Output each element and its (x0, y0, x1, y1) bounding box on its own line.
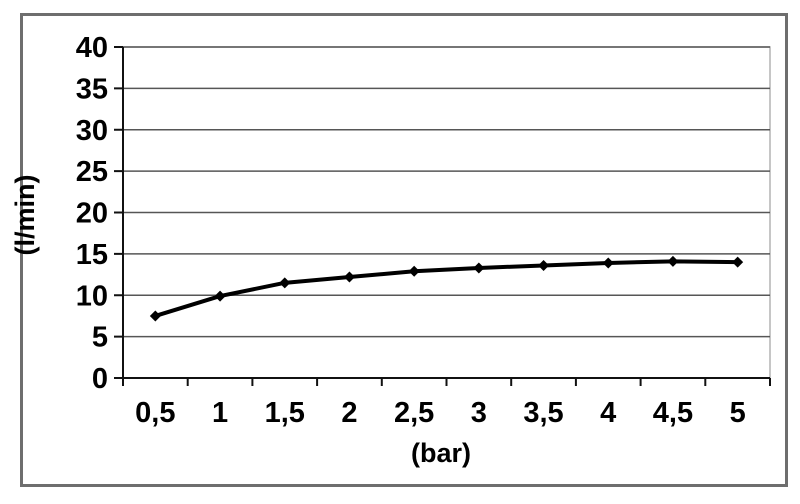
x-tick-label-4,5: 4,5 (653, 397, 693, 429)
x-tick-label-5: 5 (730, 397, 746, 429)
x-axis-title: (bar) (411, 438, 471, 468)
data-point-marker-1 (214, 290, 226, 302)
y-tick-label-35: 35 (76, 73, 108, 105)
data-point-marker-2,5 (408, 265, 420, 277)
y-tick-label-0: 0 (92, 363, 108, 395)
y-tick-label-5: 5 (92, 322, 108, 354)
data-point-marker-3,5 (538, 259, 550, 271)
y-tick-label-20: 20 (76, 198, 108, 230)
chart-outer-frame (20, 13, 788, 487)
data-point-marker-2 (343, 271, 355, 283)
x-tick-label-3,5: 3,5 (523, 397, 563, 429)
x-axis-tick-labels: 0,5 1 1,5 2 2,5 3 3,5 4 4,5 5 (135, 397, 746, 429)
y-tick-label-10: 10 (76, 280, 108, 312)
gridlines (123, 46, 770, 338)
x-tick-label-3: 3 (471, 397, 487, 429)
y-axis-title: (l/min) (10, 175, 40, 256)
x-tick-label-1,5: 1,5 (265, 397, 305, 429)
x-tick-label-4: 4 (600, 397, 616, 429)
x-tick-label-1: 1 (212, 397, 228, 429)
series-layer (149, 255, 744, 322)
series-line-flow-rate (153, 259, 740, 318)
y-tick-label-40: 40 (76, 32, 108, 64)
data-point-marker-4 (602, 257, 614, 269)
data-point-marker-0,5 (149, 310, 161, 322)
y-tick-label-15: 15 (76, 239, 108, 271)
data-point-marker-1,5 (279, 277, 291, 289)
data-point-marker-5 (732, 256, 744, 268)
x-tick-label-2: 2 (341, 397, 357, 429)
x-tick-label-0,5: 0,5 (135, 397, 175, 429)
y-axis-tick-labels: 0 5 10 15 20 25 30 35 40 (76, 32, 108, 395)
data-point-marker-4,5 (667, 255, 679, 267)
data-point-marker-3 (473, 262, 485, 274)
x-tick-label-2,5: 2,5 (394, 397, 434, 429)
axes (114, 46, 771, 386)
y-tick-label-25: 25 (76, 156, 108, 188)
y-tick-label-30: 30 (76, 115, 108, 147)
